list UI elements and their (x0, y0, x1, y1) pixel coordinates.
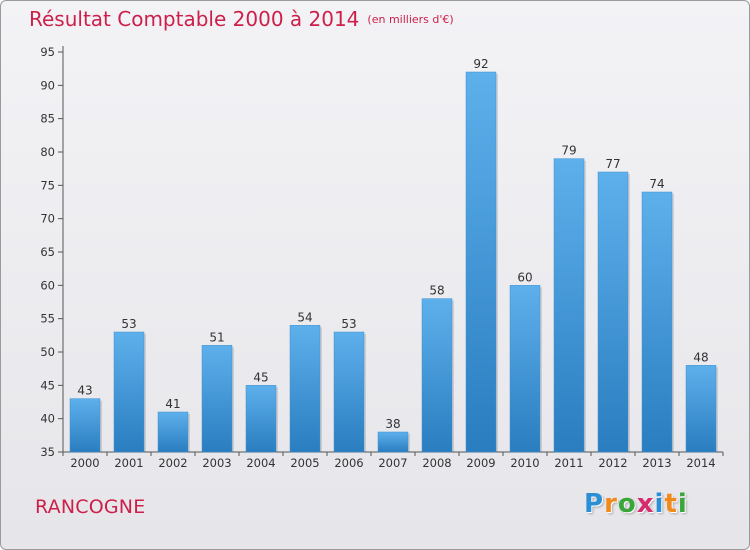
x-tick-label: 2002 (158, 456, 187, 470)
bar-2009 (465, 71, 497, 453)
bar-2006 (333, 331, 365, 453)
y-tick-label: 95 (40, 45, 55, 59)
x-tick-label: 2006 (334, 456, 363, 470)
value-label: 48 (693, 350, 708, 364)
y-tick-label: 60 (40, 278, 55, 292)
y-tick-label: 70 (40, 212, 55, 226)
x-tick-label: 2012 (598, 456, 627, 470)
value-label: 77 (605, 157, 620, 171)
x-tick-label: 2004 (246, 456, 275, 470)
value-label: 41 (165, 397, 180, 411)
bar-2001 (113, 331, 145, 453)
x-tick-label: 2011 (554, 456, 583, 470)
value-label: 58 (429, 284, 444, 298)
y-tick-label: 65 (40, 245, 55, 259)
logo-letter: x (636, 489, 655, 519)
bars (69, 71, 718, 453)
chart-title: Résultat Comptable 2000 à 2014 (en millie… (29, 7, 454, 31)
value-label: 54 (297, 310, 312, 324)
bar-2004 (245, 385, 277, 453)
y-tick-label: 80 (40, 145, 55, 159)
x-tick-label: 2014 (686, 456, 715, 470)
bar-2013 (641, 191, 673, 453)
value-label: 79 (561, 144, 576, 158)
value-label: 60 (517, 270, 532, 284)
y-tick-label: 55 (40, 312, 55, 326)
y-tick-label: 40 (40, 412, 55, 426)
x-tick-label: 2000 (70, 456, 99, 470)
logo-letter: o (617, 489, 637, 519)
x-tick-label: 2013 (642, 456, 671, 470)
y-tick-label: 50 (40, 345, 55, 359)
value-label: 74 (649, 177, 664, 191)
data-labels: 43 53 41 51 45 54 53 38 58 92 60 79 77 74 48 (77, 57, 708, 431)
x-tick-label: 2001 (114, 456, 143, 470)
logo-letter: i (677, 489, 688, 519)
bar-2014 (685, 365, 717, 453)
y-tick-label: 45 (40, 378, 55, 392)
value-label: 53 (341, 317, 356, 331)
bar-2012 (597, 171, 629, 453)
x-tick-label: 2009 (466, 456, 495, 470)
bar-2011 (553, 158, 585, 453)
x-tick-label: 2010 (510, 456, 539, 470)
location-name: RANCOGNE (35, 496, 146, 518)
y-tick-label: 85 (40, 112, 55, 126)
bar-2003 (201, 345, 233, 453)
x-tick-label: 2007 (378, 456, 407, 470)
logo-letter: i (654, 489, 665, 519)
x-tick-label: 2003 (202, 456, 231, 470)
bar-2008 (421, 298, 453, 453)
y-tick-label: 35 (40, 445, 55, 459)
logo-letter: r (604, 489, 618, 519)
x-tick-label: 2005 (290, 456, 319, 470)
value-label: 53 (121, 317, 136, 331)
logo-letter: P (584, 489, 605, 519)
bar-2000 (69, 398, 101, 453)
bar-2010 (509, 285, 541, 453)
y-tick-label: 90 (40, 78, 55, 92)
bar-2007 (377, 431, 409, 453)
bar-2002 (157, 411, 189, 453)
axes: 35 40 45 50 55 60 65 70 75 80 85 90 95 2000 2001 2002 20… (40, 45, 724, 470)
chart-title-text: Résultat Comptable 2000 à 2014 (29, 7, 360, 31)
value-label: 45 (253, 370, 268, 384)
y-tick-label: 75 (40, 178, 55, 192)
value-label: 43 (77, 384, 92, 398)
proxiti-logo: Proxiti (584, 489, 688, 519)
unit-note: (en milliers d'€) (367, 13, 454, 26)
logo-letter: t (664, 489, 678, 519)
value-label: 51 (209, 330, 224, 344)
bar-2005 (289, 325, 321, 453)
x-tick-label: 2008 (422, 456, 451, 470)
value-label: 92 (473, 57, 488, 71)
value-label: 38 (385, 417, 400, 431)
